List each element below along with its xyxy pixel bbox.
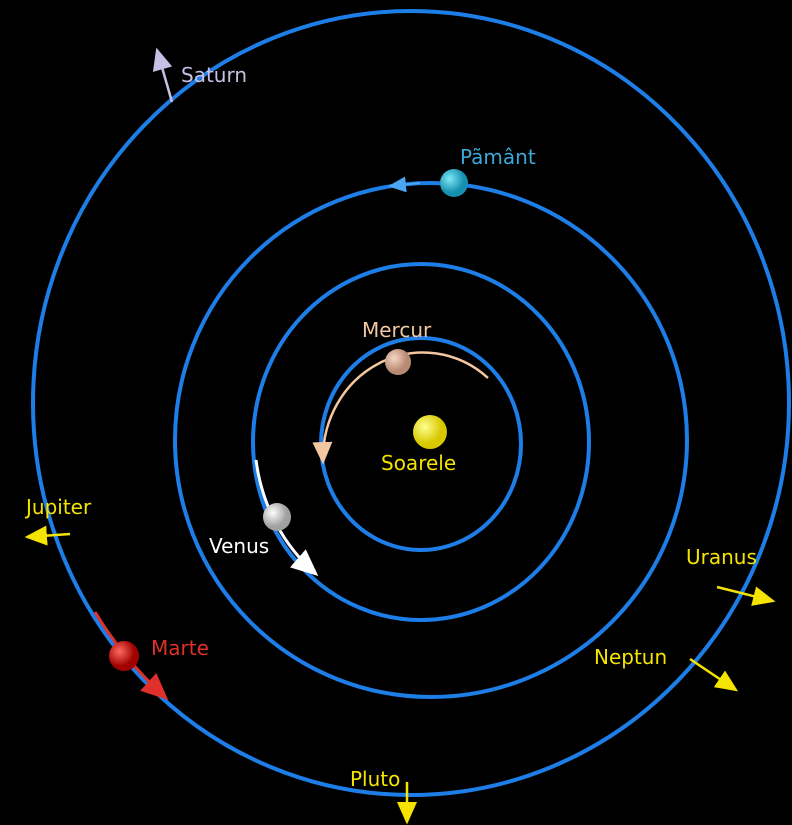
label: Pluto [350,767,400,791]
label: Venus [209,534,269,558]
venus [263,503,291,531]
earth [440,169,468,197]
mercury [385,349,411,375]
label: Marte [151,636,209,660]
label: Soarele [381,451,456,475]
sun [413,415,447,449]
label: Uranus [686,545,757,569]
solar-system-diagram: Saturn Pãmânt Mercur Soarele Jupiter Ven… [0,0,792,825]
page: Saturn Pãmânt Mercur Soarele Jupiter Ven… [0,0,792,825]
background [0,0,792,825]
label: Jupiter [24,495,92,519]
label: Pãmânt [460,145,536,169]
label: Mercur [362,318,432,342]
mars [109,641,139,671]
label: Neptun [594,645,667,669]
label: Saturn [181,63,247,87]
